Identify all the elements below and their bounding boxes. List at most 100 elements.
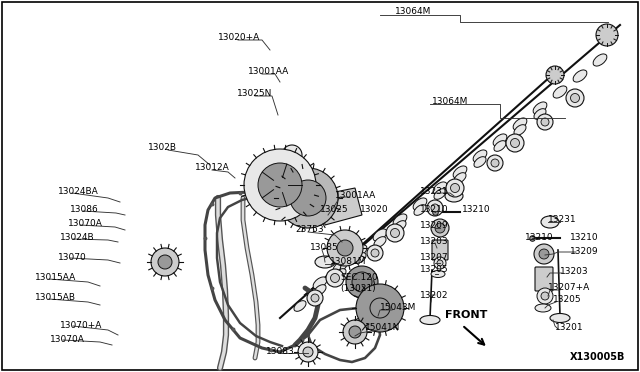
Text: 13020+A: 13020+A [218, 33, 260, 42]
Circle shape [431, 204, 439, 212]
Circle shape [539, 249, 549, 259]
Text: 13205: 13205 [420, 266, 449, 275]
Ellipse shape [541, 216, 559, 228]
Text: 13085: 13085 [310, 244, 339, 253]
Circle shape [390, 228, 399, 237]
Text: 13203: 13203 [420, 237, 449, 247]
Circle shape [596, 24, 618, 46]
Ellipse shape [533, 102, 547, 114]
Circle shape [431, 219, 449, 237]
Text: (13021): (13021) [340, 285, 376, 294]
Circle shape [546, 66, 564, 84]
Ellipse shape [550, 314, 570, 323]
Circle shape [451, 183, 460, 192]
Text: 13070A: 13070A [50, 336, 85, 344]
Text: 13201: 13201 [555, 324, 584, 333]
Text: 13231: 13231 [420, 187, 449, 196]
Text: 13020: 13020 [360, 205, 388, 215]
Ellipse shape [514, 125, 526, 135]
Circle shape [434, 257, 446, 269]
Ellipse shape [333, 261, 347, 273]
Ellipse shape [433, 182, 447, 194]
Circle shape [437, 260, 443, 266]
Circle shape [330, 273, 339, 282]
Circle shape [566, 89, 584, 107]
Circle shape [244, 149, 316, 221]
Ellipse shape [454, 173, 466, 183]
Text: SEC.120: SEC.120 [340, 273, 378, 282]
Circle shape [370, 298, 390, 318]
Ellipse shape [334, 269, 346, 279]
Circle shape [343, 320, 367, 344]
Ellipse shape [445, 190, 463, 202]
Circle shape [537, 288, 553, 304]
Text: 13025N: 13025N [237, 89, 273, 97]
Text: 13024B: 13024B [60, 234, 95, 243]
Circle shape [506, 134, 524, 152]
Text: 15041N: 15041N [365, 324, 401, 333]
Circle shape [290, 180, 326, 216]
Ellipse shape [414, 205, 426, 215]
Ellipse shape [593, 54, 607, 66]
Ellipse shape [494, 141, 506, 151]
Text: 13024BA: 13024BA [58, 187, 99, 196]
Text: 13210: 13210 [462, 205, 491, 215]
Ellipse shape [294, 301, 306, 311]
Polygon shape [320, 188, 362, 225]
Ellipse shape [553, 86, 567, 98]
Text: 13070A: 13070A [68, 219, 103, 228]
Circle shape [346, 266, 378, 298]
Ellipse shape [373, 229, 387, 241]
Ellipse shape [434, 189, 446, 199]
Text: 13207+A: 13207+A [548, 283, 590, 292]
Text: 15043M: 15043M [380, 304, 417, 312]
Text: 13012A: 13012A [195, 164, 230, 173]
Circle shape [307, 290, 323, 306]
Circle shape [326, 269, 344, 287]
FancyBboxPatch shape [432, 240, 448, 260]
Circle shape [427, 200, 443, 216]
Circle shape [537, 114, 553, 130]
Circle shape [337, 240, 353, 256]
Text: 13070: 13070 [58, 253, 87, 263]
Ellipse shape [413, 198, 427, 210]
Ellipse shape [314, 285, 326, 295]
Text: 13025: 13025 [320, 205, 349, 215]
Circle shape [158, 255, 172, 269]
Circle shape [446, 179, 464, 197]
Text: 13210: 13210 [570, 232, 598, 241]
Circle shape [278, 168, 338, 228]
Text: 13209: 13209 [420, 221, 449, 230]
Ellipse shape [473, 150, 487, 162]
Text: 13209: 13209 [570, 247, 598, 257]
Text: 13064M: 13064M [395, 7, 431, 16]
Circle shape [282, 145, 302, 165]
Text: 13001AA: 13001AA [335, 190, 376, 199]
Text: 13203: 13203 [560, 267, 589, 276]
Text: 13070+A: 13070+A [60, 321, 102, 330]
Circle shape [352, 272, 372, 292]
Circle shape [311, 294, 319, 302]
Text: 13231: 13231 [548, 215, 577, 224]
Text: 13202: 13202 [420, 291, 449, 299]
Ellipse shape [315, 256, 335, 268]
Ellipse shape [374, 237, 386, 247]
Circle shape [356, 284, 404, 332]
Ellipse shape [353, 245, 367, 257]
Text: 13064M: 13064M [432, 97, 468, 106]
Text: 13086: 13086 [70, 205, 99, 215]
Text: X130005B: X130005B [570, 352, 625, 362]
Ellipse shape [535, 304, 551, 312]
Circle shape [303, 347, 313, 357]
Text: 13205: 13205 [553, 295, 582, 305]
Ellipse shape [493, 134, 507, 146]
Circle shape [371, 249, 379, 257]
Circle shape [487, 155, 503, 171]
Circle shape [511, 138, 520, 148]
Circle shape [349, 326, 361, 338]
Circle shape [298, 342, 318, 362]
Circle shape [570, 93, 579, 103]
Circle shape [491, 159, 499, 167]
Ellipse shape [394, 221, 406, 231]
Circle shape [258, 163, 302, 207]
